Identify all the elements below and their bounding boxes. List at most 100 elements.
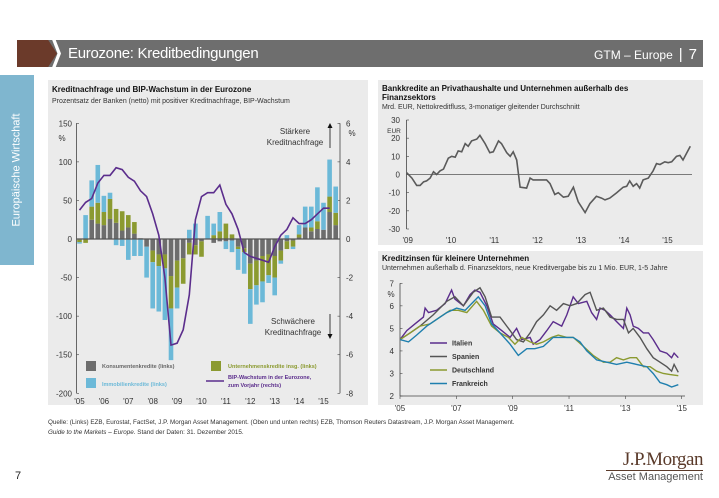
bar-olive-q39 xyxy=(309,227,314,232)
bar-gray-q15 xyxy=(162,239,168,255)
y-tick-label: 2 xyxy=(390,392,395,401)
bar-blue-q5 xyxy=(101,195,107,213)
bar-gray-q13 xyxy=(150,239,155,251)
y-tick-label: 5 xyxy=(390,324,395,333)
bar-olive-q23 xyxy=(211,235,216,240)
y2-tick-label: -6 xyxy=(346,351,354,360)
x-tick-label: '13 xyxy=(576,236,587,245)
legend-swatch-olive xyxy=(211,361,221,371)
legend-label-gdp-2: zum Vorjahr (rechts) xyxy=(228,383,281,389)
bar-blue-q27 xyxy=(235,249,241,270)
chart2-title: Bankkredite an Privathaushalte und Unter… xyxy=(382,84,629,102)
x-tick-label: '14 xyxy=(619,236,630,245)
bar-gray-q30 xyxy=(254,239,259,261)
bar-gray-q4 xyxy=(95,223,101,240)
x-tick-label: '09 xyxy=(402,236,413,245)
bar-gray-q38 xyxy=(302,227,308,240)
bar-blue-q43 xyxy=(333,186,338,213)
bar-gray-q9 xyxy=(126,227,131,240)
bar-olive-q32 xyxy=(266,254,271,276)
x-tick-label: '15 xyxy=(318,397,329,406)
x-tick-label: '10 xyxy=(196,397,207,406)
bar-olive-q43 xyxy=(333,212,338,226)
bar-olive-q26 xyxy=(229,234,235,240)
source-note: Quelle: (Links) EZB, Eurostat, FactSet, … xyxy=(48,419,515,426)
data-date: Stand der Daten: 31. Dezember 2015. xyxy=(135,429,244,436)
x-tick-label: '13 xyxy=(620,404,631,413)
bar-olive-q25 xyxy=(223,223,229,240)
y-tick-label: -150 xyxy=(56,351,73,360)
bar-olive-q8 xyxy=(119,211,125,231)
x-tick-label: '15 xyxy=(662,236,673,245)
arrow-down-head-icon xyxy=(327,334,333,339)
net-credit-flow-line xyxy=(406,134,692,215)
bar-olive-q29 xyxy=(248,263,253,290)
bar-blue-q20 xyxy=(193,223,198,240)
y-tick-label: 3 xyxy=(390,369,395,378)
bar-blue-q22 xyxy=(205,215,210,240)
panel-bank-loans xyxy=(378,80,703,245)
bar-blue-q42 xyxy=(327,159,332,197)
bar-blue-q29 xyxy=(248,289,253,324)
gdp-growth-line xyxy=(78,166,330,347)
bar-olive-q18 xyxy=(180,258,186,284)
header-series: GTM – Europe | 7 xyxy=(594,46,697,63)
y2-tick-label: -8 xyxy=(346,389,354,398)
bar-olive-q14 xyxy=(156,254,162,267)
annotation-stronger-2: Kreditnachfrage xyxy=(267,138,324,147)
x-tick-label: '13 xyxy=(269,397,280,406)
bar-gray-q8 xyxy=(119,230,125,240)
bar-gray-q3 xyxy=(89,219,94,240)
bar-olive-q30 xyxy=(254,260,259,286)
bar-gray-q5 xyxy=(101,225,107,240)
y-tick-label: -100 xyxy=(56,312,73,321)
bar-olive-q20 xyxy=(193,245,198,255)
x-tick-label: '07 xyxy=(451,404,462,413)
bar-blue-q24 xyxy=(217,212,223,232)
y2-tick-label: 4 xyxy=(346,158,351,167)
x-tick-label: '09 xyxy=(172,397,183,406)
bar-blue-q10 xyxy=(132,239,137,256)
y2-tick-label: 2 xyxy=(346,196,351,205)
bar-gray-q42 xyxy=(327,212,332,240)
bar-blue-q35 xyxy=(284,235,290,240)
chart3-subtitle: Unternehmen außerhalb d. Finanzsektors, … xyxy=(382,265,668,272)
x-tick-label: '12 xyxy=(245,397,256,406)
bar-blue-q1 xyxy=(77,242,82,244)
bar-gray-q26 xyxy=(229,239,235,241)
y2-tick-label: -4 xyxy=(346,312,354,321)
bar-blue-q41 xyxy=(321,202,326,230)
legend-label-corporate: Unternehmenskredite insg. (links) xyxy=(228,364,317,370)
bar-gray-q18 xyxy=(180,239,186,259)
annotation-stronger: Stärkere xyxy=(280,127,311,136)
bar-gray-q43 xyxy=(333,225,338,240)
x-tick-label: '07 xyxy=(123,397,134,406)
bar-olive-q37 xyxy=(296,234,302,238)
bar-gray-q40 xyxy=(315,228,320,240)
bar-gray-q35 xyxy=(284,239,290,242)
bar-blue-q37 xyxy=(296,225,302,235)
bar-gray-q19 xyxy=(187,239,192,243)
x-tick-label: '10 xyxy=(446,236,457,245)
y-tick-label: -30 xyxy=(388,225,400,234)
bar-gray-q27 xyxy=(235,239,241,247)
bar-gray-q28 xyxy=(241,239,247,249)
y-tick-label: -50 xyxy=(60,274,72,283)
y2-axis-unit: % xyxy=(348,129,355,138)
bar-olive-q10 xyxy=(132,222,137,234)
x-tick-label: '15 xyxy=(676,404,687,413)
bar-blue-q11 xyxy=(138,239,143,256)
bar-olive-q9 xyxy=(126,215,131,228)
y-tick-label: 10 xyxy=(391,152,400,161)
bar-olive-q33 xyxy=(272,255,277,278)
bar-blue-q6 xyxy=(107,192,113,199)
logo-top: J.P.Morgan xyxy=(606,450,704,471)
y2-tick-label: 6 xyxy=(346,119,351,128)
legend-label-deutschland: Deutschland xyxy=(452,368,494,375)
line-spanien xyxy=(399,286,679,373)
bar-gray-q21 xyxy=(199,239,204,242)
footer-page-number: 7 xyxy=(15,470,22,482)
x-tick-label: '09 xyxy=(507,404,518,413)
